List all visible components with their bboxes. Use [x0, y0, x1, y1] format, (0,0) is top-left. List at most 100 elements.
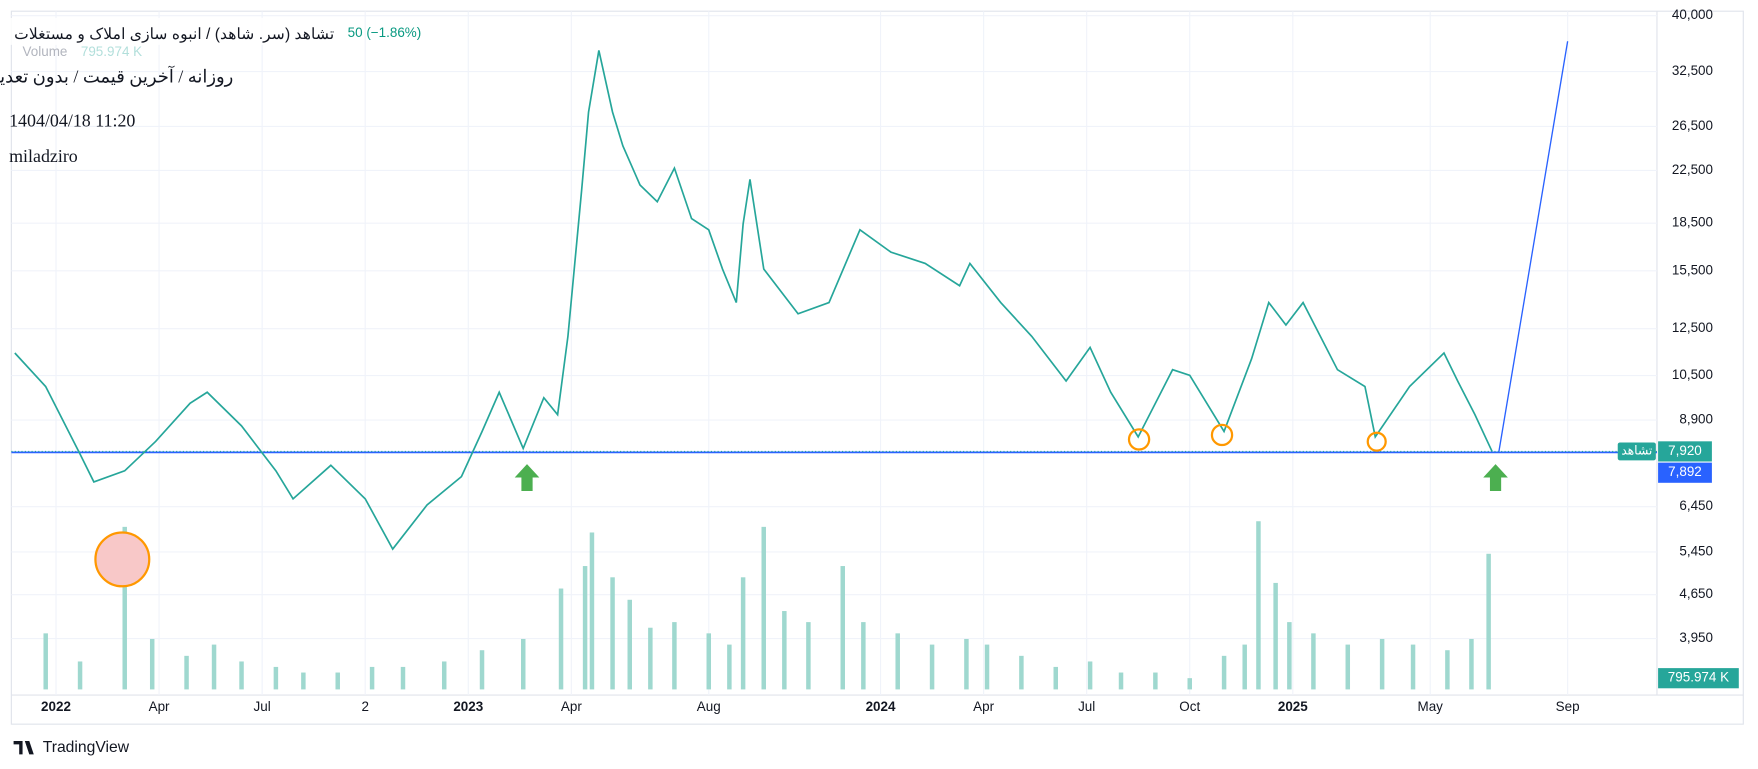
volume-bar	[1053, 666, 1058, 690]
volume-label: Volume	[23, 44, 68, 59]
volume-bar	[1410, 644, 1416, 690]
annotations	[94, 423, 1508, 588]
volume-bar	[984, 644, 990, 690]
brand-logo	[13, 740, 34, 755]
volume-bar	[400, 666, 406, 690]
last-price-bg	[1658, 441, 1712, 462]
volume-bar	[1153, 672, 1158, 690]
volume-bar	[1242, 644, 1247, 690]
volume-bar	[1187, 678, 1192, 690]
volume-bar	[211, 644, 217, 690]
x-tick-label: Apr	[973, 699, 994, 714]
y-tick-label: 40,000	[1672, 7, 1713, 22]
volume-bar	[369, 666, 375, 690]
x-tick-label: Apr	[149, 699, 170, 714]
volume-bar	[441, 661, 447, 690]
volume-bar	[1221, 655, 1227, 690]
volume-bar	[861, 622, 866, 690]
volume-bar	[1445, 650, 1450, 690]
highlight-circle	[1366, 431, 1387, 452]
tag-bg	[1617, 442, 1656, 461]
volume-bar	[1273, 582, 1278, 690]
volume-bar	[1118, 672, 1124, 690]
volume-bar	[672, 622, 677, 690]
arrow-up	[1483, 464, 1508, 491]
volume-bar	[184, 655, 189, 690]
price	[11, 41, 1657, 551]
volume-bar	[582, 566, 588, 690]
volume-bar	[1287, 622, 1292, 690]
projection-line	[1498, 41, 1569, 452]
arrow-up	[514, 464, 540, 491]
x-tick-label: Sep	[1556, 699, 1580, 714]
y-tick-label: 12,500	[1672, 320, 1713, 335]
x-tick-label: Aug	[697, 699, 721, 714]
volume-bar	[895, 633, 900, 690]
y-tick-label: 26,500	[1672, 118, 1713, 133]
y-tick-label: 15,500	[1672, 262, 1713, 277]
settings: روزانه / آخرین قیمت / بدون تعدیل	[0, 66, 233, 88]
price-line	[14, 50, 1493, 551]
y-tick-label: 5,450	[1679, 544, 1713, 559]
volume-tag-bg	[1658, 668, 1739, 689]
volume-bar	[964, 638, 969, 690]
x-tick-label: Apr	[561, 699, 582, 714]
highlight-circle	[1127, 428, 1151, 451]
highlight-circle	[1210, 423, 1234, 447]
volume-bar	[1087, 661, 1093, 690]
volume-bar	[740, 577, 746, 690]
y-tick-label: 6,450	[1679, 498, 1713, 513]
x-tick-label: Jul	[1078, 699, 1095, 714]
volume-bar	[806, 622, 811, 690]
author: miladziro	[9, 146, 78, 166]
volume-bar	[1311, 633, 1316, 690]
volume-bar	[1256, 521, 1261, 690]
y-tick-label: 8,900	[1679, 412, 1713, 427]
y-tick-label: 22,500	[1672, 162, 1713, 177]
grid	[11, 11, 1657, 696]
volume-bar	[610, 577, 615, 690]
change: 50 (−1.86%)	[348, 25, 422, 40]
volume-bar	[706, 633, 712, 690]
x-tick-label: 2022	[41, 699, 71, 714]
hline-label: 7,892	[1668, 464, 1702, 479]
volume-bar	[301, 672, 306, 690]
x-tick-label: 2024	[866, 699, 896, 714]
volume	[43, 521, 1491, 690]
volume-bar	[648, 627, 653, 690]
chart-frame	[10, 10, 1744, 725]
volume-bar	[761, 526, 766, 690]
last-price-label: 7,920	[1668, 443, 1702, 458]
y-tick-label: 4,650	[1679, 586, 1713, 601]
symbol-title: تشاهد (سر. شاهد) / انبوه سازی املاک و مس…	[14, 26, 334, 43]
y-tick-label: 3,950	[1679, 630, 1713, 645]
x-tick-label: 2	[361, 699, 368, 714]
volume-bar	[929, 644, 935, 690]
y-tick-label: 10,500	[1672, 367, 1713, 382]
volume-bar	[122, 526, 127, 690]
y-tick-label: 18,500	[1672, 215, 1713, 230]
x-tick-label: Oct	[1179, 699, 1200, 714]
timestamp: 1404/04/18 11:20	[9, 110, 135, 130]
volume-bar	[727, 644, 732, 690]
volume-bar	[239, 661, 244, 690]
volume-value: 795.974 K	[81, 44, 142, 59]
volume-bar	[43, 633, 48, 690]
volume-bar	[1019, 655, 1024, 690]
price-tag: تشاهد	[1621, 444, 1652, 458]
volume-bar	[521, 638, 526, 690]
volume-bar	[1345, 644, 1351, 690]
volume-bar	[1469, 638, 1474, 690]
hline-bg	[1658, 462, 1712, 483]
volume-bar	[558, 588, 564, 690]
volume-bar	[589, 532, 595, 690]
volume-bar	[273, 666, 279, 690]
x-tick-label: May	[1418, 699, 1444, 714]
volume-bar	[1379, 638, 1385, 690]
volume-bar	[1486, 553, 1491, 690]
x-tick-label: 2023	[453, 699, 483, 714]
volume-bar	[479, 650, 485, 690]
volume-bar	[77, 661, 83, 690]
highlight-circle	[94, 531, 151, 588]
